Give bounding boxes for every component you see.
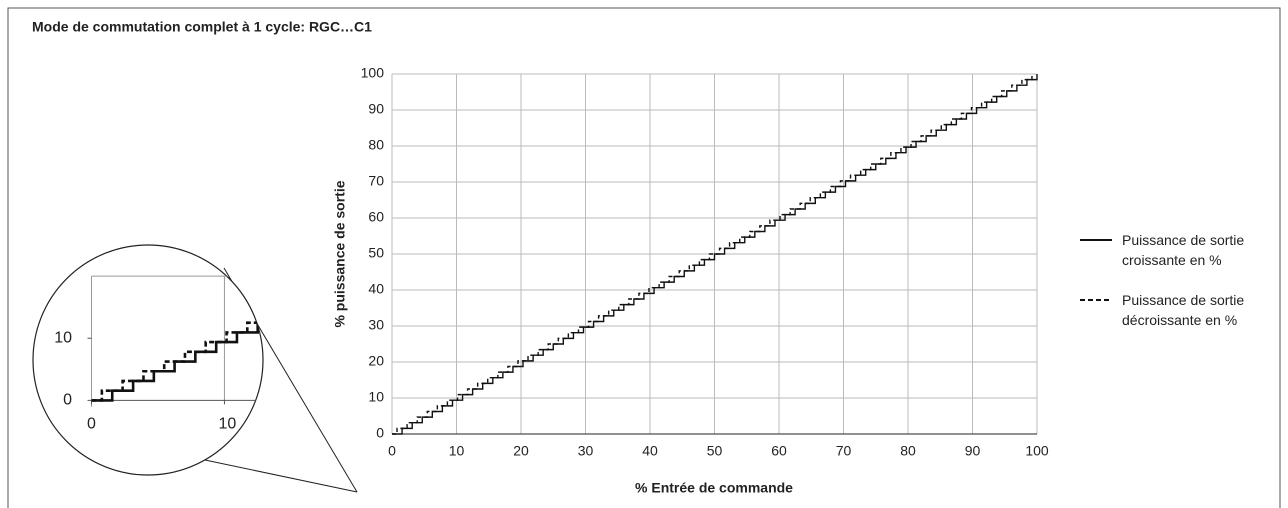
y-tick-label: 40 (368, 281, 384, 297)
legend: Puissance de sortie croissante en % Puiss… (1122, 230, 1247, 350)
y-tick-label: 80 (368, 137, 384, 153)
y-tick-label: 10 (368, 389, 384, 405)
chart-title: Mode de commutation complet à 1 cycle: R… (32, 19, 372, 35)
inset-labels: 0 10 0 10 (54, 329, 236, 432)
inset-circle (32, 244, 264, 476)
x-tick-label: 40 (642, 443, 658, 459)
legend-label: Puissance de sortie décroissante en % (1122, 292, 1245, 328)
x-tick-label: 100 (1025, 443, 1049, 459)
y-tick-label: 20 (368, 353, 384, 369)
x-tick-label: 70 (836, 443, 852, 459)
step-line (392, 74, 1038, 435)
x-tick-label: 20 (513, 443, 529, 459)
x-axis-label: % Entrée de commande (635, 480, 793, 496)
step-line (392, 74, 1033, 435)
step-line (91, 245, 263, 402)
inset-x-tick-label: 10 (219, 416, 237, 433)
legend-label: Puissance de sortie croissante en % (1122, 232, 1245, 268)
step-line (91, 245, 263, 402)
y-axis-label: % puissance de sortie (332, 180, 348, 327)
x-tick-label: 50 (707, 443, 723, 459)
inset (87, 245, 263, 407)
y-tick-label: 100 (361, 65, 385, 81)
callout-line (204, 459, 358, 493)
y-tick-label: 30 (368, 317, 384, 333)
x-tick-label: 0 (388, 443, 396, 459)
y-tick-label: 70 (368, 173, 384, 189)
y-tick-label: 0 (376, 425, 384, 441)
inset-y-tick-label: 10 (54, 329, 72, 346)
frame (7, 7, 1281, 508)
y-tick-label: 90 (368, 101, 384, 117)
x-tick-label: 80 (900, 443, 916, 459)
y-tick-label: 50 (368, 245, 384, 261)
inset-y-tick-label: 0 (63, 392, 72, 409)
x-tick-label: 90 (965, 443, 981, 459)
inset-x-tick-label: 0 (87, 416, 96, 433)
x-tick-label: 30 (578, 443, 594, 459)
y-tick-label: 60 (368, 209, 384, 225)
x-tick-label: 60 (771, 443, 787, 459)
x-tick-label: 10 (449, 443, 465, 459)
